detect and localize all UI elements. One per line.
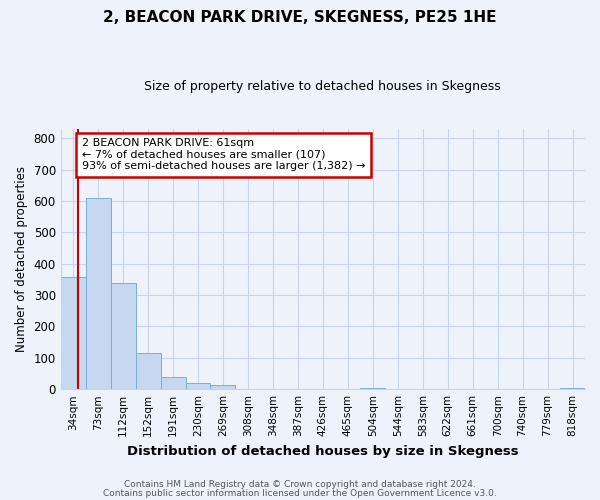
Bar <box>61 277 86 389</box>
Text: 2, BEACON PARK DRIVE, SKEGNESS, PE25 1HE: 2, BEACON PARK DRIVE, SKEGNESS, PE25 1HE <box>103 10 497 25</box>
Bar <box>211 385 235 389</box>
Bar <box>360 388 385 389</box>
Bar <box>136 354 161 389</box>
Bar <box>86 198 110 389</box>
Text: Contains public sector information licensed under the Open Government Licence v3: Contains public sector information licen… <box>103 488 497 498</box>
X-axis label: Distribution of detached houses by size in Skegness: Distribution of detached houses by size … <box>127 444 518 458</box>
Bar <box>560 388 585 389</box>
Bar <box>185 383 211 389</box>
Bar <box>235 388 260 389</box>
Y-axis label: Number of detached properties: Number of detached properties <box>15 166 28 352</box>
Text: Contains HM Land Registry data © Crown copyright and database right 2024.: Contains HM Land Registry data © Crown c… <box>124 480 476 489</box>
Title: Size of property relative to detached houses in Skegness: Size of property relative to detached ho… <box>145 80 501 93</box>
Text: 2 BEACON PARK DRIVE: 61sqm
← 7% of detached houses are smaller (107)
93% of semi: 2 BEACON PARK DRIVE: 61sqm ← 7% of detac… <box>82 138 365 172</box>
Bar <box>110 282 136 389</box>
Bar <box>161 377 185 389</box>
